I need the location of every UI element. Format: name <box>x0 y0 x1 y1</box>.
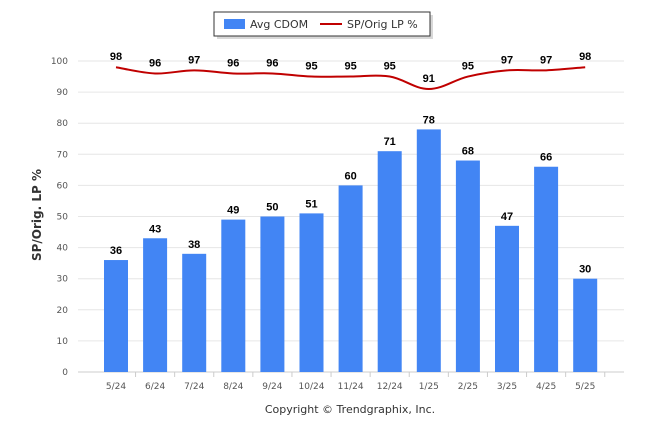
line-value-label: 97 <box>188 54 200 66</box>
x-tick-label: 3/25 <box>497 382 517 392</box>
x-tick-label: 5/25 <box>575 382 595 392</box>
bar-12-24 <box>377 151 402 372</box>
y-tick-label: 20 <box>57 306 69 316</box>
bar-value-label: 51 <box>305 198 317 210</box>
bar-value-label: 66 <box>540 152 552 164</box>
bar-9-24 <box>260 216 285 372</box>
bar-8-24 <box>221 219 246 372</box>
bar-11-24 <box>338 185 363 372</box>
x-tick-label: 2/25 <box>458 382 478 392</box>
y-tick-label: 70 <box>57 150 69 160</box>
y-tick-label: 0 <box>62 368 68 378</box>
x-axis-ticks: 5/24 6/24 7/24 8/24 9/24 10/24 11/24 12/24 1/25 2… <box>106 372 606 392</box>
x-tick-label: 10/24 <box>299 382 325 392</box>
y-tick-label: 60 <box>57 181 69 191</box>
line-value-label: 95 <box>344 61 356 73</box>
bar-value-label: 78 <box>423 114 435 126</box>
legend-line-label: SP/Orig LP % <box>347 18 418 31</box>
x-tick-label: 9/24 <box>262 382 282 392</box>
line-value-label: 98 <box>110 51 122 63</box>
y-tick-label: 80 <box>57 119 69 129</box>
bar-value-label: 47 <box>501 211 513 223</box>
bar-value-label: 43 <box>149 223 161 235</box>
x-tick-label: 11/24 <box>338 382 364 392</box>
bar-value-label: 50 <box>266 202 278 214</box>
line-value-label: 97 <box>540 54 552 66</box>
bar-value-label: 49 <box>227 205 239 217</box>
line-value-label: 91 <box>423 73 435 85</box>
x-tick-label: 5/24 <box>106 382 126 392</box>
copyright-credit: Copyright © Trendgraphix, Inc. <box>265 403 435 416</box>
legend-bar-label: Avg CDOM <box>250 18 308 31</box>
y-tick-label: 90 <box>57 88 69 98</box>
bar-value-label: 38 <box>188 239 200 251</box>
bar-1-25 <box>416 129 441 372</box>
legend-bar-swatch <box>224 19 245 29</box>
bar-value-label: 36 <box>110 245 122 257</box>
bars: 36 43 38 49 50 51 60 71 78 68 47 66 30 <box>104 114 598 372</box>
line-labels: 98 96 97 96 96 95 95 95 91 95 97 97 98 <box>110 51 591 85</box>
x-tick-label: 1/25 <box>419 382 439 392</box>
bar-2-25 <box>455 160 480 372</box>
series-line-sp-orig-lp <box>115 66 586 90</box>
line-value-label: 95 <box>305 61 317 73</box>
bar-value-label: 68 <box>462 146 474 158</box>
bar-5-25 <box>573 278 598 372</box>
y-tick-label: 40 <box>57 244 69 254</box>
bar-5-24 <box>104 260 128 372</box>
line-value-label: 96 <box>266 57 278 69</box>
line-value-label: 96 <box>227 57 239 69</box>
bar-10-24 <box>299 213 324 372</box>
y-axis-ticks: 0 10 20 30 40 50 60 70 80 90 100 <box>51 57 68 378</box>
bar-7-24 <box>182 253 207 372</box>
line-value-label: 96 <box>149 57 161 69</box>
x-tick-label: 7/24 <box>184 382 204 392</box>
y-tick-label: 10 <box>57 337 69 347</box>
x-tick-label: 6/24 <box>145 382 165 392</box>
y-tick-label: 30 <box>57 275 69 285</box>
bar-value-label: 60 <box>344 170 356 182</box>
bar-4-25 <box>534 166 559 372</box>
line-value-label: 98 <box>579 51 591 63</box>
x-tick-label: 4/25 <box>536 382 556 392</box>
line-value-label: 95 <box>384 61 396 73</box>
bar-3-25 <box>495 225 519 372</box>
line-value-label: 95 <box>462 61 474 73</box>
legend: Avg CDOM SP/Orig LP % <box>213 11 433 39</box>
bar-6-24 <box>143 238 168 372</box>
x-tick-label: 8/24 <box>223 382 243 392</box>
y-tick-label: 100 <box>51 57 68 67</box>
y-tick-label: 50 <box>57 213 69 223</box>
y-axis-label: SP/Orig. LP % <box>30 169 44 261</box>
bar-value-label: 71 <box>384 136 396 148</box>
x-tick-label: 12/24 <box>377 382 403 392</box>
bar-value-label: 30 <box>579 264 591 276</box>
line-value-label: 97 <box>501 54 513 66</box>
